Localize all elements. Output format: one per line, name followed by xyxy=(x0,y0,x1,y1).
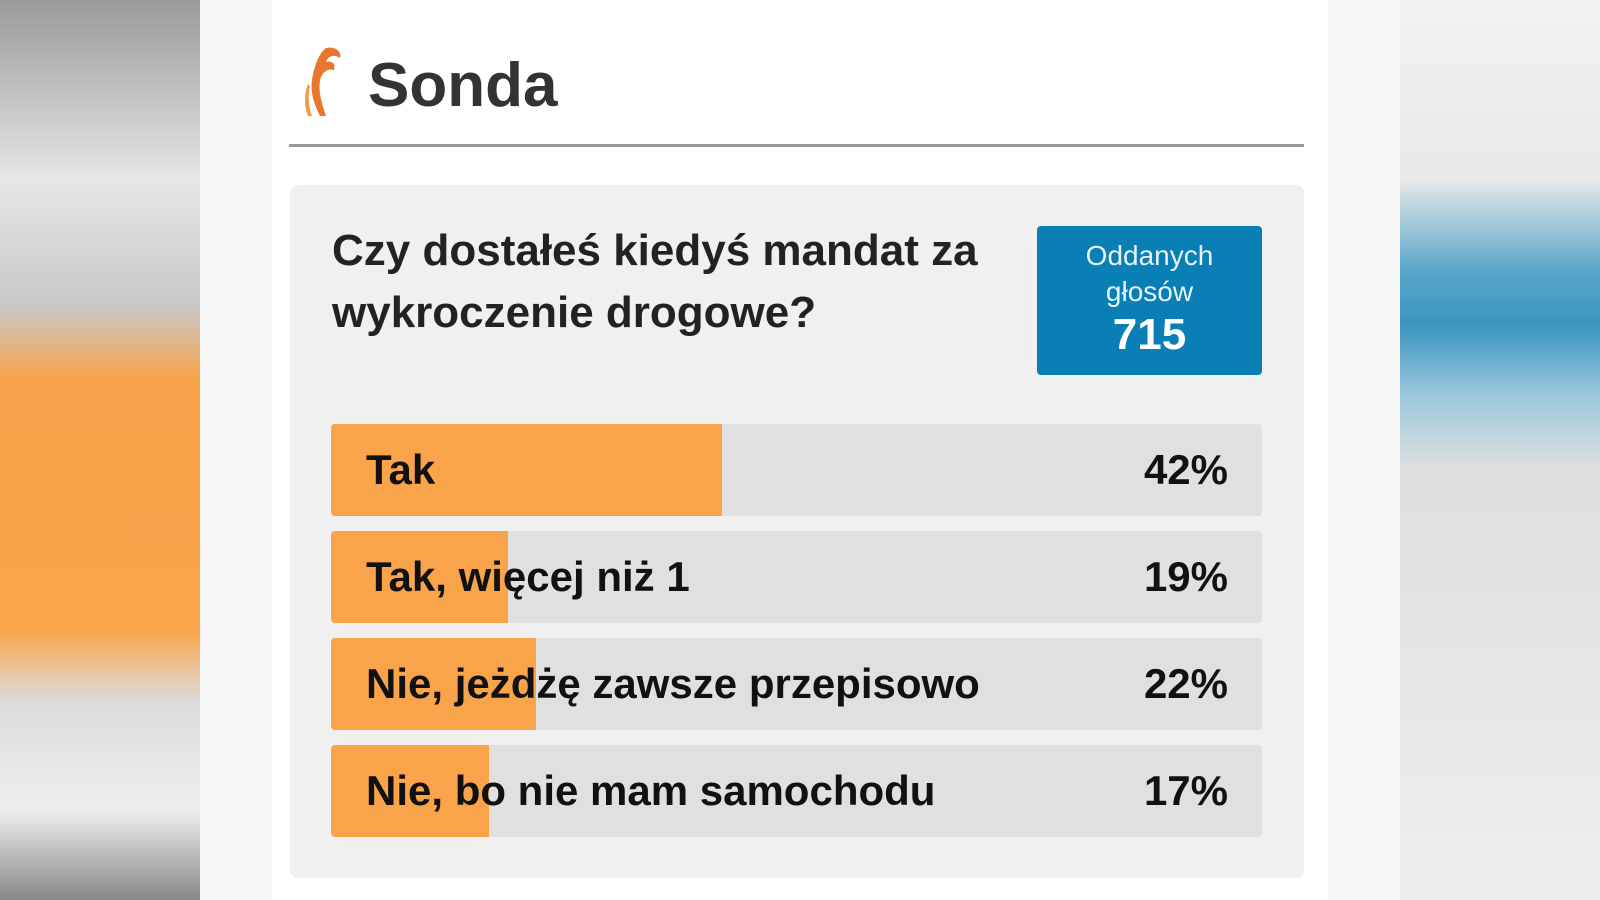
background-left xyxy=(0,0,200,900)
title: Sonda xyxy=(368,51,558,120)
option-percent: 17% xyxy=(1143,767,1228,814)
option-label: Tak xyxy=(366,446,436,493)
votes-box: Oddanych głosów 715 xyxy=(1037,226,1262,375)
poll-option[interactable]: Nie, bo nie mam samochodu 17% xyxy=(331,745,1262,837)
option-bar xyxy=(331,531,508,623)
option-percent: 19% xyxy=(1143,553,1228,600)
question: Czy dostałeś kiedyś mandat za wykroczeni… xyxy=(332,226,978,337)
option-percent: 42% xyxy=(1143,446,1228,493)
poll-option[interactable]: Tak 42% xyxy=(331,424,1262,516)
divider xyxy=(289,144,1304,147)
logo-icon xyxy=(305,47,341,116)
poll-option[interactable]: Tak, więcej niż 1 19% xyxy=(331,531,1262,623)
votes-count: 715 xyxy=(1112,310,1187,359)
option-label: Nie, jeżdżę zawsze przepisowo xyxy=(366,660,980,707)
option-bar xyxy=(331,638,536,730)
option-label: Nie, bo nie mam samochodu xyxy=(366,767,936,814)
votes-label: Oddanych głosów xyxy=(1085,240,1214,307)
poll-option[interactable]: Nie, jeżdżę zawsze przepisowo 22% xyxy=(331,638,1262,730)
option-label: Tak, więcej niż 1 xyxy=(366,553,690,600)
option-percent: 22% xyxy=(1143,660,1228,707)
option-bar xyxy=(331,424,723,516)
option-bar xyxy=(331,745,490,837)
